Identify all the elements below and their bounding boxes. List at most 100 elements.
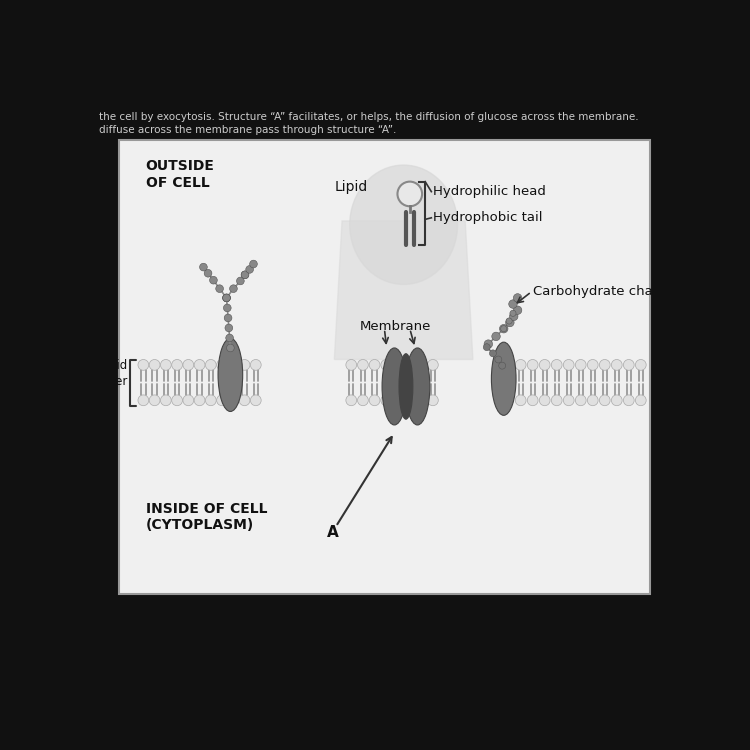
Circle shape — [242, 271, 249, 279]
Polygon shape — [334, 221, 473, 359]
Circle shape — [635, 395, 646, 406]
Circle shape — [160, 359, 171, 370]
Text: OUTSIDE
OF CELL: OUTSIDE OF CELL — [146, 159, 214, 190]
Circle shape — [251, 359, 261, 370]
Bar — [118, 140, 650, 594]
Circle shape — [209, 276, 218, 284]
Circle shape — [509, 312, 518, 320]
Circle shape — [250, 260, 257, 268]
Circle shape — [204, 269, 212, 277]
Circle shape — [226, 334, 233, 342]
Text: INSIDE OF CELL
(CYTOPLASM): INSIDE OF CELL (CYTOPLASM) — [146, 502, 267, 532]
Circle shape — [484, 340, 493, 348]
Circle shape — [427, 395, 438, 406]
Circle shape — [224, 314, 232, 322]
Text: diffuse across the membrane pass through structure “A”.: diffuse across the membrane pass through… — [100, 125, 397, 135]
Circle shape — [398, 182, 422, 206]
Circle shape — [369, 395, 380, 406]
Circle shape — [346, 395, 357, 406]
Circle shape — [587, 359, 598, 370]
Circle shape — [225, 324, 232, 332]
Circle shape — [515, 395, 526, 406]
Circle shape — [551, 395, 562, 406]
Circle shape — [358, 359, 368, 370]
Circle shape — [172, 395, 182, 406]
Circle shape — [527, 359, 538, 370]
Circle shape — [206, 395, 216, 406]
Circle shape — [506, 318, 514, 327]
Circle shape — [490, 350, 496, 357]
Circle shape — [527, 395, 538, 406]
Text: Lipid
Bilayer: Lipid Bilayer — [86, 358, 128, 388]
Text: Hydrophilic head: Hydrophilic head — [433, 185, 546, 198]
Circle shape — [599, 395, 610, 406]
Circle shape — [392, 395, 404, 406]
Circle shape — [230, 285, 237, 292]
Circle shape — [539, 359, 550, 370]
Circle shape — [513, 294, 522, 302]
Ellipse shape — [399, 354, 412, 419]
Text: Hydrophobic tail: Hydrophobic tail — [433, 211, 542, 224]
Ellipse shape — [382, 348, 406, 425]
Circle shape — [483, 344, 490, 351]
Circle shape — [246, 266, 254, 273]
Circle shape — [217, 359, 227, 370]
Circle shape — [381, 395, 392, 406]
Circle shape — [346, 359, 357, 370]
Circle shape — [228, 359, 238, 370]
Circle shape — [358, 395, 368, 406]
Circle shape — [172, 359, 182, 370]
Circle shape — [369, 359, 380, 370]
Circle shape — [623, 359, 634, 370]
Circle shape — [160, 395, 171, 406]
Circle shape — [539, 395, 550, 406]
Circle shape — [239, 395, 250, 406]
Circle shape — [492, 332, 500, 340]
Text: A: A — [327, 525, 338, 540]
Circle shape — [404, 395, 415, 406]
Circle shape — [224, 304, 231, 312]
Circle shape — [200, 263, 207, 271]
Circle shape — [416, 395, 427, 406]
Circle shape — [611, 359, 622, 370]
Circle shape — [509, 300, 518, 308]
Circle shape — [194, 395, 205, 406]
Circle shape — [183, 359, 194, 370]
Text: Lipid: Lipid — [335, 180, 368, 194]
Circle shape — [587, 395, 598, 406]
Circle shape — [217, 395, 227, 406]
Ellipse shape — [350, 165, 458, 284]
Circle shape — [183, 395, 194, 406]
Circle shape — [149, 359, 160, 370]
Circle shape — [563, 395, 574, 406]
Circle shape — [138, 395, 148, 406]
Circle shape — [506, 318, 512, 324]
Circle shape — [206, 359, 216, 370]
Circle shape — [223, 294, 230, 302]
Circle shape — [251, 395, 261, 406]
Circle shape — [499, 362, 506, 369]
Circle shape — [381, 359, 392, 370]
Circle shape — [149, 395, 160, 406]
Circle shape — [228, 395, 238, 406]
Circle shape — [416, 359, 427, 370]
Circle shape — [495, 356, 502, 363]
Circle shape — [194, 359, 205, 370]
Circle shape — [575, 395, 586, 406]
Circle shape — [392, 359, 404, 370]
Circle shape — [551, 359, 562, 370]
Circle shape — [427, 359, 438, 370]
Text: the cell by exocytosis. Structure “A” facilitates, or helps, the diffusion of gl: the cell by exocytosis. Structure “A” fa… — [100, 112, 639, 122]
Circle shape — [575, 359, 586, 370]
Circle shape — [515, 359, 526, 370]
Circle shape — [563, 359, 574, 370]
Circle shape — [510, 310, 516, 316]
Circle shape — [404, 359, 415, 370]
Circle shape — [138, 359, 148, 370]
Circle shape — [513, 306, 522, 314]
Circle shape — [236, 277, 244, 285]
Ellipse shape — [405, 348, 430, 425]
Ellipse shape — [218, 338, 243, 412]
Text: Membrane: Membrane — [360, 320, 431, 333]
Circle shape — [501, 326, 507, 332]
